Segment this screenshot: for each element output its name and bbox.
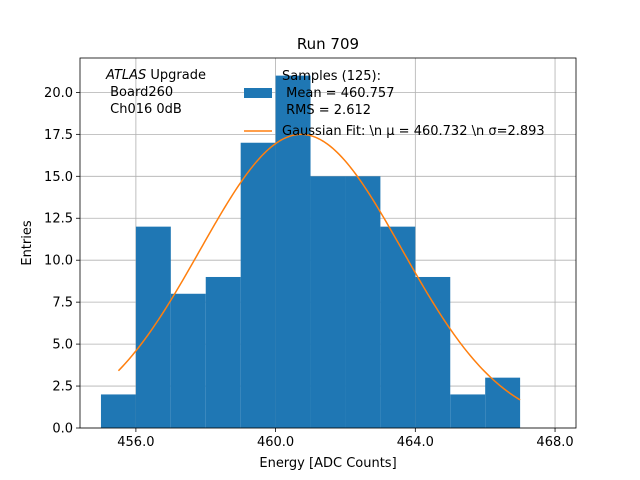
atlas-annotation: ATLAS Upgrade Board260 Ch016 0dB xyxy=(105,68,206,117)
legend: Samples (125): Mean = 460.757 RMS = 2.61… xyxy=(244,69,545,139)
svg-text:ATLAS Upgrade: ATLAS Upgrade xyxy=(105,68,206,83)
x-axis-ticks: 456.0 460.0 464.0 468.0 xyxy=(117,428,574,450)
histogram-bar-11 xyxy=(485,377,521,428)
chart-title: Run 709 xyxy=(297,35,359,53)
y-tick-label-2: 5.0 xyxy=(52,338,73,353)
gaussian-fit-curve xyxy=(117,133,521,401)
histogram-bar-8 xyxy=(380,226,416,428)
atlas-italic: ATLAS xyxy=(105,68,146,83)
y-tick-label-7: 17.5 xyxy=(44,128,73,143)
y-tick-label-5: 12.5 xyxy=(44,212,73,227)
x-tick-label-0: 456.0 xyxy=(117,435,154,450)
legend-hist-swatch xyxy=(244,88,272,98)
histogram-bar-3 xyxy=(205,276,241,428)
histogram-bar-10 xyxy=(450,394,486,428)
y-axis-label: Entries xyxy=(20,220,35,266)
plot-frame xyxy=(79,57,577,429)
y-tick-label-3: 7.5 xyxy=(52,296,73,311)
legend-hist-line3: RMS = 2.612 xyxy=(282,103,371,118)
histogram-bar-7 xyxy=(345,176,381,428)
histogram-bar-0 xyxy=(100,394,136,428)
y-tick-label-8: 20.0 xyxy=(44,86,73,101)
atlas-upgrade: Upgrade xyxy=(146,68,206,83)
x-tick-label-2: 464.0 xyxy=(397,435,434,450)
histogram-bar-6 xyxy=(310,176,346,428)
y-tick-label-1: 2.5 xyxy=(52,380,73,395)
histogram-bar-2 xyxy=(170,293,206,428)
legend-hist-line1: Samples (125): xyxy=(282,69,381,84)
y-axis-ticks: 0.0 2.5 5.0 7.5 10.0 12.5 15.0 17.5 20.0 xyxy=(44,86,80,437)
histogram-bars xyxy=(100,75,521,428)
y-tick-label-6: 15.0 xyxy=(44,170,73,185)
x-tick-label-3: 468.0 xyxy=(536,435,573,450)
histogram-bar-4 xyxy=(240,142,276,428)
legend-fit-label: Gaussian Fit: \n μ = 460.732 \n σ=2.893 xyxy=(282,124,545,139)
histogram-bar-9 xyxy=(415,276,451,428)
annotation-channel: Ch016 0dB xyxy=(106,102,182,117)
x-tick-label-1: 460.0 xyxy=(257,435,294,450)
x-axis-label: Energy [ADC Counts] xyxy=(259,456,396,471)
annotation-board: Board260 xyxy=(106,85,173,100)
y-tick-label-0: 0.0 xyxy=(52,422,73,437)
y-tick-label-4: 10.0 xyxy=(44,254,73,269)
legend-hist-line2: Mean = 460.757 xyxy=(282,86,394,101)
